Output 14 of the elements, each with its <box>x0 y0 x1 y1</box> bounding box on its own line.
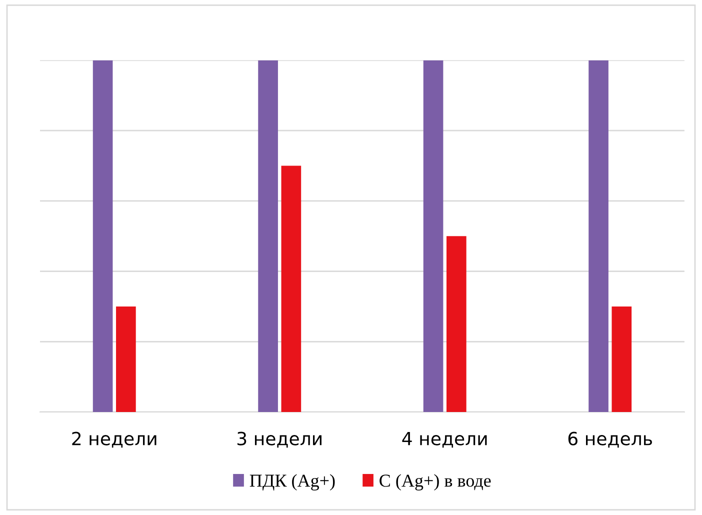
x-tick-label: 6 недель <box>568 432 652 448</box>
bar <box>92 60 113 412</box>
bar <box>612 306 632 412</box>
legend-label: С (Ag+) в воде <box>380 474 491 491</box>
x-tick-label: 3 недели <box>237 432 322 448</box>
bar <box>116 306 136 412</box>
bar <box>423 60 444 412</box>
x-tick-label: 4 недели <box>402 432 487 448</box>
bar <box>258 60 278 412</box>
x-tick-label: 2 недели <box>72 432 156 448</box>
legend-label: ПДК (Ag+) <box>250 474 335 491</box>
bar <box>446 236 466 412</box>
bar <box>588 60 608 412</box>
bar <box>281 166 302 412</box>
